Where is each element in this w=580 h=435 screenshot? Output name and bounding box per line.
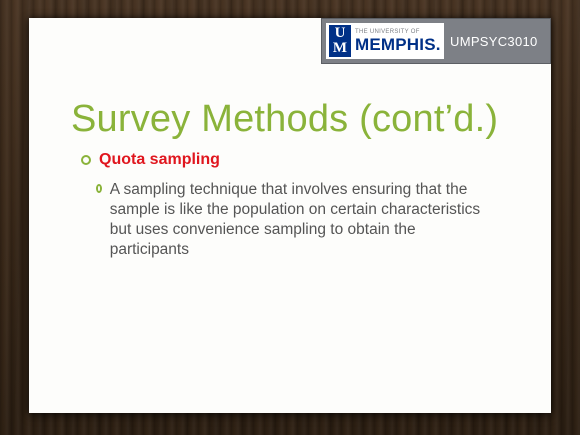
slide: U M THE UNIVERSITY OF MEMPHIS. UMPSYC301…	[29, 18, 551, 413]
logo-mark-m: M	[332, 40, 348, 56]
sub-bullet-ring-icon	[96, 184, 102, 193]
sub-bullet-text: A sampling technique that involves ensur…	[109, 181, 481, 258]
bullet-item: Quota sampling	[81, 151, 220, 169]
course-code: UMPSYC3010	[450, 33, 538, 49]
sub-bullet-item: A sampling technique that involves ensur…	[96, 180, 496, 260]
bullet-ring-icon	[81, 155, 91, 165]
um-logo-icon: U M	[329, 25, 351, 57]
bullet-text: Quota sampling	[99, 151, 220, 168]
logo-big-text: MEMPHIS.	[355, 35, 441, 54]
logo-small-text: THE UNIVERSITY OF	[355, 29, 420, 35]
slide-title: Survey Methods (cont’d.)	[71, 98, 499, 140]
university-logo: U M THE UNIVERSITY OF MEMPHIS.	[326, 23, 444, 59]
logo-wordmark: THE UNIVERSITY OF MEMPHIS.	[355, 28, 441, 54]
header-logo-band: U M THE UNIVERSITY OF MEMPHIS. UMPSYC301…	[321, 18, 551, 64]
logo-mark-u: U	[334, 25, 346, 41]
